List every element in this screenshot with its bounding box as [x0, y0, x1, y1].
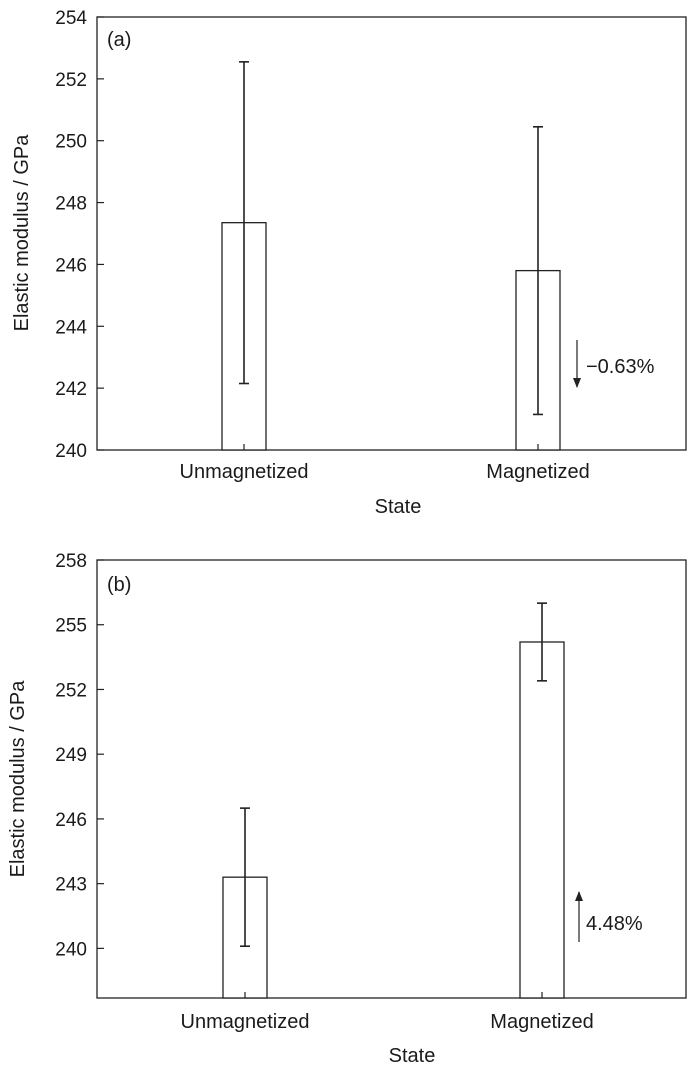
- x-axis-title: State: [389, 1045, 436, 1067]
- y-tick-label: 250: [55, 132, 87, 153]
- y-tick-label: 252: [55, 680, 87, 701]
- change-annotation: 4.48%: [586, 913, 643, 935]
- y-axis: 240 243 246 249 252 255 258: [55, 551, 104, 960]
- y-tick-label: 242: [55, 379, 87, 400]
- bar-magnetized: [519, 641, 565, 999]
- bars: [221, 222, 561, 451]
- x-tick-label: Unmagnetized: [180, 461, 309, 483]
- x-axis: Unmagnetized Magnetized: [180, 444, 590, 483]
- y-tick-label: 252: [55, 70, 87, 91]
- change-arrow: [573, 340, 581, 388]
- y-tick-label: 254: [55, 8, 87, 29]
- error-bar-magnetized: [537, 602, 547, 682]
- error-bar-unmagnetized: [240, 807, 250, 948]
- y-tick-label: 244: [55, 317, 87, 338]
- y-axis-title: Elastic modulus / GPa: [11, 134, 33, 332]
- x-axis-title: State: [375, 496, 422, 518]
- error-bars: [239, 61, 543, 416]
- y-tick-label: 255: [55, 616, 87, 637]
- panel-label: (b): [107, 574, 131, 596]
- x-axis: Unmagnetized Magnetized: [181, 992, 594, 1033]
- y-tick-label: 258: [55, 551, 87, 572]
- x-tick-label: Magnetized: [490, 1011, 593, 1033]
- change-arrow: [575, 891, 583, 942]
- plot-frame: [96, 559, 687, 999]
- y-tick-label: 248: [55, 194, 87, 215]
- y-tick-label: 249: [55, 745, 87, 766]
- y-tick-label: 243: [55, 875, 87, 896]
- y-axis-title: Elastic modulus / GPa: [7, 680, 29, 878]
- error-bar-unmagnetized: [239, 61, 249, 385]
- error-bar-magnetized: [533, 125, 543, 416]
- x-tick-label: Magnetized: [486, 461, 589, 483]
- bars: [222, 641, 565, 999]
- y-tick-label: 246: [55, 255, 87, 276]
- y-tick-label: 246: [55, 810, 87, 831]
- y-tick-label: 240: [55, 441, 87, 462]
- plot-frame: [96, 16, 687, 451]
- panel-label: (a): [107, 29, 131, 51]
- change-annotation: −0.63%: [586, 356, 655, 378]
- x-tick-label: Unmagnetized: [181, 1011, 310, 1033]
- y-axis: 240 242 244 246 248 250 252 254: [55, 8, 104, 462]
- chart-panel-a: 240 242 244 246 248 250 252 254 Unmagnetized Mag…: [11, 8, 687, 518]
- error-bars: [240, 602, 547, 948]
- chart-panel-b: 240 243 246 249 252 255 258 Unmagnetized Magnet…: [7, 551, 687, 1067]
- y-tick-label: 240: [55, 939, 87, 960]
